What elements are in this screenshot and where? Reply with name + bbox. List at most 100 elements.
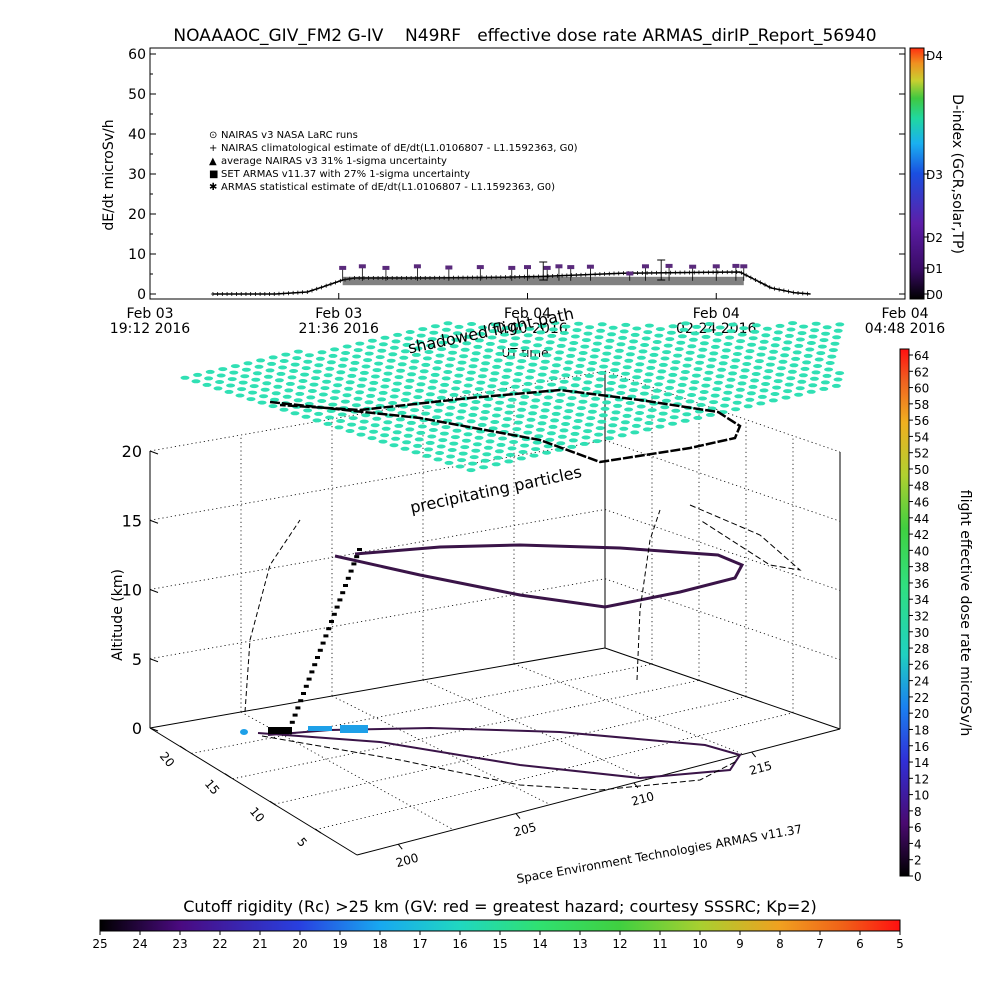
particle-grid-point: [440, 334, 450, 339]
ascent-point: [343, 584, 348, 587]
nairas-estimate-point: [663, 270, 668, 275]
particle-grid-point: [614, 348, 624, 353]
particle-grid-point: [636, 404, 646, 409]
particle-grid-point: [677, 334, 687, 339]
particle-grid-point: [213, 386, 223, 391]
ground-track: [257, 726, 742, 780]
particle-grid-point: [786, 327, 796, 332]
particle-grid-point: [787, 369, 797, 374]
armas-point: [586, 264, 594, 269]
particle-grid-point: [778, 359, 788, 364]
particle-grid-point: [462, 390, 472, 394]
particle-grid-point: [575, 363, 585, 368]
cutoff-tick-label: 25: [92, 937, 107, 951]
particle-grid-point: [488, 377, 498, 382]
particle-grid-point: [474, 387, 484, 392]
particle-grid-point: [320, 386, 330, 391]
particle-grid-point: [533, 343, 543, 348]
particle-grid-point: [446, 454, 456, 459]
nairas-estimate-point: [602, 271, 607, 276]
legend-text: average NAIRAS v3 31% 1-sigma uncertaint…: [221, 156, 447, 167]
particle-grid-point: [484, 348, 494, 353]
particle-grid-point: [635, 362, 645, 367]
particle-grid-point: [460, 445, 470, 450]
particle-grid-point: [739, 374, 749, 379]
particle-grid-point: [399, 355, 409, 360]
particle-grid-point: [457, 409, 467, 414]
particle-grid-point: [709, 400, 719, 405]
particle-grid-point: [633, 417, 643, 422]
particle-grid-point: [507, 349, 517, 353]
particle-grid-point: [740, 368, 750, 373]
nairas-estimate-point: [701, 270, 706, 275]
particle-grid-point: [797, 379, 807, 384]
particle-grid-point: [307, 389, 317, 393]
particle-grid-point: [676, 340, 686, 345]
ascent-point: [289, 720, 295, 724]
floor-grid-line: [513, 663, 744, 755]
particle-grid-point: [581, 386, 591, 391]
particle-grid-point: [386, 407, 396, 412]
particle-grid-point: [443, 321, 453, 326]
nairas-estimate-point: [612, 271, 617, 276]
particle-grid-point: [698, 347, 708, 352]
particle-grid-point: [446, 405, 456, 410]
particle-grid-point: [509, 342, 519, 347]
particle-grid-point: [491, 413, 501, 418]
particle-grid-point: [422, 356, 432, 361]
particle-grid-point: [594, 335, 604, 340]
dose-rate-tick-label: 62: [914, 365, 929, 379]
particle-grid-point: [705, 412, 715, 417]
particle-grid-point: [458, 402, 468, 407]
particle-grid-point: [506, 355, 516, 360]
particle-grid-point: [246, 397, 256, 402]
dose-rate-tick-label: 6: [914, 821, 922, 835]
particle-grid-point: [215, 380, 225, 384]
dose-rate-tick-label: 60: [914, 382, 929, 396]
particle-grid-point: [447, 448, 457, 452]
ascent-point: [295, 706, 301, 710]
particle-grid-point: [827, 354, 837, 359]
particle-grid-point: [773, 379, 783, 384]
particle-grid-point: [377, 397, 387, 402]
particle-grid-point: [734, 345, 744, 350]
particle-grid-point: [529, 453, 539, 458]
particle-grid-point: [589, 354, 599, 359]
ascent-shadow: [244, 519, 301, 713]
particle-grid-point: [479, 416, 489, 421]
particle-grid-point: [489, 329, 499, 334]
altitude-tick-label: 15: [122, 511, 142, 530]
particle-grid-point: [402, 440, 412, 445]
particle-grid-point: [822, 325, 832, 330]
particle-grid-point: [476, 331, 486, 336]
particle-grid-point: [473, 344, 483, 349]
particle-grid-point: [503, 368, 513, 373]
armas-point: [740, 264, 748, 269]
particle-grid-point: [488, 426, 498, 431]
particle-grid-point: [337, 363, 347, 368]
particle-grid-point: [353, 348, 363, 353]
particle-grid-point: [690, 380, 700, 385]
particle-grid-point: [391, 388, 401, 393]
particle-grid-point: [432, 415, 442, 420]
cutoff-tick-label: 11: [652, 937, 667, 951]
particle-grid-point: [227, 377, 237, 382]
particle-grid-point: [400, 398, 410, 402]
particle-grid-point: [539, 414, 549, 419]
particle-grid-point: [476, 380, 486, 385]
nairas-estimate-point: [291, 290, 296, 295]
particle-grid-point: [342, 344, 352, 349]
particle-grid-point: [218, 367, 228, 372]
particle-grid-point: [647, 359, 657, 364]
particle-grid-point: [469, 406, 479, 411]
particle-grid-point: [534, 434, 544, 439]
particle-grid-point: [772, 385, 782, 390]
dose-rate-tick-label: 56: [914, 414, 929, 428]
particle-grid-point: [325, 366, 335, 371]
particle-grid-point: [693, 415, 703, 420]
particle-grid-point: [835, 371, 845, 376]
particle-grid-point: [644, 421, 654, 425]
particle-grid-point: [394, 375, 404, 380]
particle-grid-point: [575, 412, 585, 417]
particle-grid-point: [550, 321, 560, 325]
